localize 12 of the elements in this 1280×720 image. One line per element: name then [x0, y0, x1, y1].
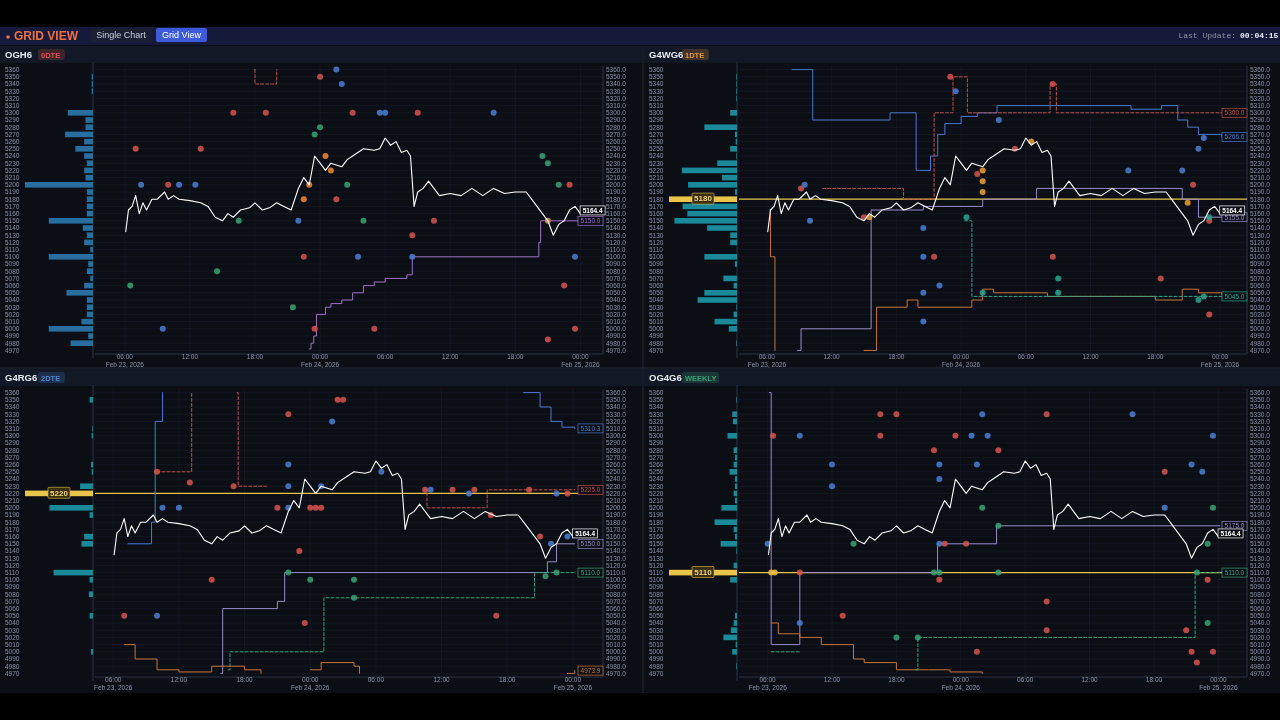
text: Single Chart — [96, 30, 147, 40]
text: Grid View — [162, 30, 202, 40]
chart-title: OGH6 — [5, 49, 32, 60]
chart-title: G4RG6 — [5, 372, 38, 383]
chart-title: G4WG6 — [649, 49, 684, 60]
text: Last Update: — [1178, 31, 1236, 40]
text: GRID VIEW — [14, 29, 79, 43]
text: 00:04:15 — [1240, 31, 1279, 40]
chart-title: OG4G6 — [649, 372, 682, 383]
annotation: 5220 — [50, 488, 69, 498]
annotation: 5110 — [694, 567, 713, 577]
annotation: 5180 — [694, 194, 713, 204]
